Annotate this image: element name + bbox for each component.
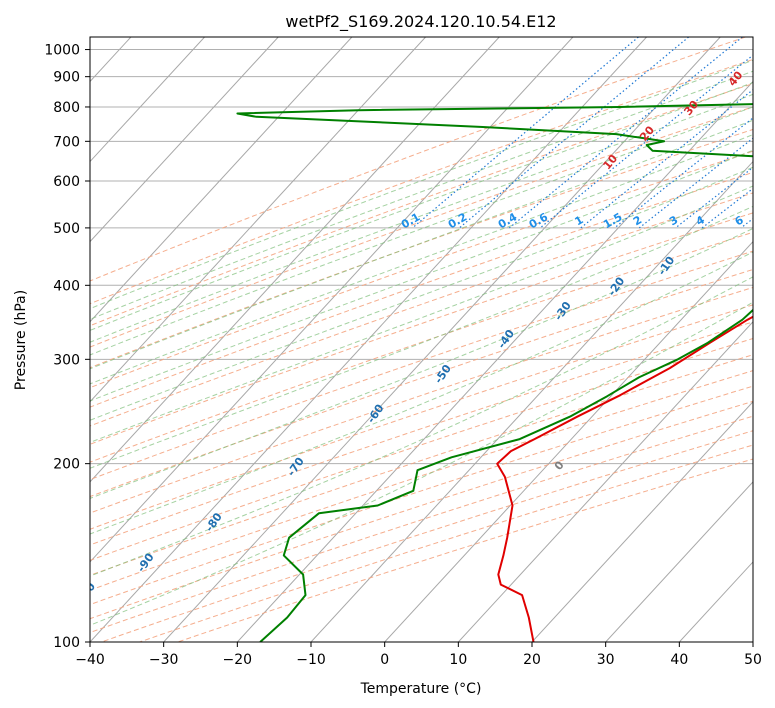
dry-adiabat-line: [139, 444, 753, 642]
mixing-ratio-line: [539, 54, 753, 229]
dry-adiabat-line: [90, 304, 753, 530]
isotherm-line: [90, 37, 647, 642]
dry-adiabat-line: [90, 171, 753, 408]
x-tick-label: −40: [75, 652, 105, 668]
moist-adiabat-line: [90, 119, 753, 370]
y-axis-title: Pressure (hPa): [13, 290, 29, 390]
x-tick-label: 0: [380, 652, 389, 668]
background-lines: [90, 37, 753, 642]
mixing-ratio-line: [580, 88, 753, 229]
x-tick-label: −30: [149, 652, 179, 668]
dry-adiabat-line: [90, 370, 753, 591]
isotherm-line: [236, 80, 753, 642]
x-tick-label: 40: [670, 652, 688, 668]
y-tick-label: 1000: [44, 43, 80, 59]
moist-adiabat-line: [90, 81, 753, 331]
moist-adiabat-line: [90, 93, 753, 343]
y-tick-label: 600: [53, 174, 80, 190]
mixing-ratio-line: [675, 166, 753, 229]
moist-adiabat-line: [90, 59, 753, 310]
isotherm-line: [90, 37, 500, 483]
isotherm-line: [531, 401, 753, 642]
isotherm-line: [384, 240, 753, 642]
dry-adiabat-line: [90, 354, 753, 576]
axes: −40 −30 −20 −10 0 10 20 30 40 50 100 200 300 400 500 60…: [44, 43, 762, 668]
moist-adiabat-line: [90, 149, 753, 402]
x-tick-label: 50: [744, 652, 762, 668]
isotherm-line: [90, 37, 574, 563]
x-tick-label: 20: [523, 652, 541, 668]
isotherm-line: [90, 37, 279, 243]
dry-adiabat-line: [90, 268, 753, 498]
temperature-line: [496, 315, 753, 642]
y-tick-label: 900: [53, 70, 80, 86]
isotherm-line: [90, 37, 353, 323]
y-tick-label: 300: [53, 352, 80, 368]
y-tick-label: 400: [53, 278, 80, 294]
isotherm-line: [310, 160, 753, 642]
dry-adiabat-line: [90, 321, 753, 546]
x-tick-label: −20: [223, 652, 253, 668]
dry-adiabat-line: [177, 458, 753, 642]
y-tick-label: 200: [53, 457, 80, 473]
dry-adiabat-line: [90, 337, 753, 561]
isotherm-line: [163, 37, 721, 642]
profile-lines: [236, 103, 753, 642]
moist-adiabat-line: [90, 185, 753, 443]
isotherm-line: [457, 320, 753, 642]
y-tick-label: 700: [53, 134, 80, 150]
mixing-ratio-line: [412, 37, 639, 229]
dry-adiabat-line: [90, 106, 753, 348]
x-axis-title: Temperature (°C): [360, 681, 482, 697]
isotherm-line: [605, 481, 753, 642]
moist-adiabat-line: [90, 70, 753, 320]
dry-adiabat-line: [90, 192, 753, 427]
dry-adiabat-line: [90, 385, 753, 606]
mixing-ratio-line: [508, 37, 743, 229]
y-tick-label: 800: [53, 100, 80, 116]
mixing-ratio-line: [459, 37, 689, 229]
dewpoint-line: [236, 103, 753, 642]
plot-frame: [89, 36, 754, 643]
x-tick-label: −10: [296, 652, 326, 668]
x-tick-label: 30: [597, 652, 615, 668]
dry-adiabat-line: [90, 150, 753, 389]
isotherm-line: [90, 37, 205, 163]
x-tick-label: 10: [449, 652, 467, 668]
y-tick-label: 100: [53, 635, 80, 651]
isotherm-line: [90, 37, 426, 403]
moist-adiabat-line: [90, 166, 753, 421]
chart-title: wetPf2_S169.2024.120.10.54.E12: [285, 12, 556, 32]
dry-adiabat-line: [90, 128, 753, 369]
y-tick-label: 500: [53, 221, 80, 237]
